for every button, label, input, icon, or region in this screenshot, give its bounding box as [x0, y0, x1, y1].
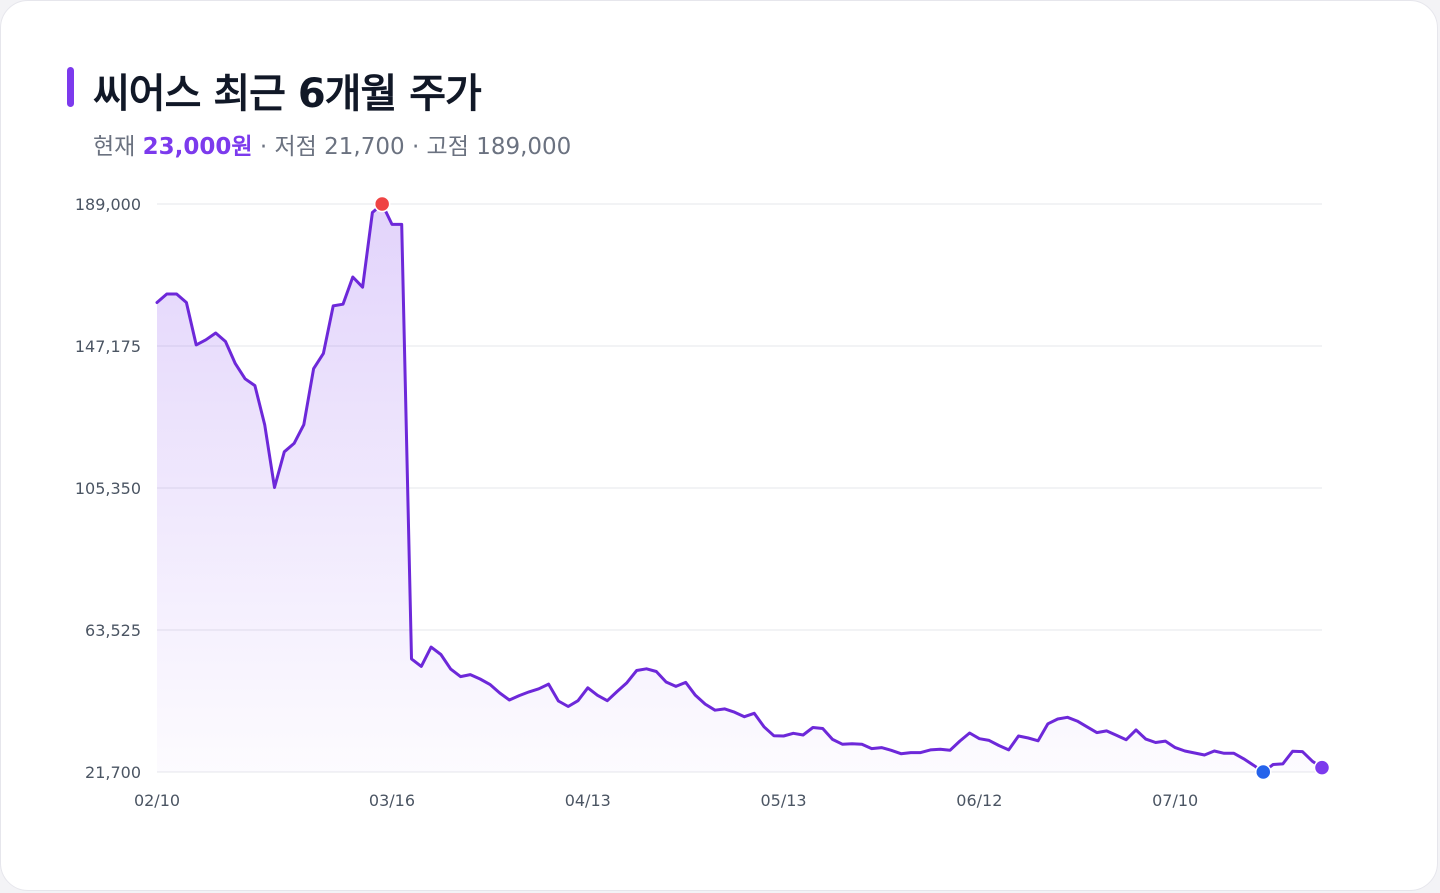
- y-tick-label: 63,525: [85, 621, 141, 640]
- x-tick-label: 05/13: [760, 791, 806, 810]
- x-tick-label: 02/10: [134, 791, 180, 810]
- low-value: 21,700: [324, 134, 405, 160]
- x-tick-label: 04/13: [565, 791, 611, 810]
- price-area: [157, 204, 1322, 772]
- current-point-marker: [1313, 759, 1331, 776]
- y-tick-label: 147,175: [75, 337, 141, 356]
- x-tick-label: 06/12: [956, 791, 1002, 810]
- price-line: [155, 202, 1324, 774]
- current-value: 23,000원: [142, 134, 253, 160]
- price-summary: 현재 23,000원 · 저점 21,700 · 고점 189,000: [93, 127, 571, 161]
- x-tick-label: 03/16: [369, 791, 415, 810]
- y-tick-label: 105,350: [75, 479, 141, 498]
- y-tick-label: 21,700: [85, 763, 141, 782]
- title-accent-bar: [67, 67, 74, 107]
- x-tick-label: 07/10: [1152, 791, 1198, 810]
- high-point-marker: [373, 195, 391, 213]
- current-label: 현재: [93, 134, 136, 160]
- low-label: · 저점: [259, 134, 317, 160]
- y-tick-label: 189,000: [75, 195, 141, 214]
- low-point-marker: [1255, 763, 1272, 781]
- high-value: 189,000: [476, 134, 572, 160]
- high-label: · 고점: [411, 134, 469, 160]
- page-title: 씨어스 최근 6개월 주가: [93, 71, 482, 117]
